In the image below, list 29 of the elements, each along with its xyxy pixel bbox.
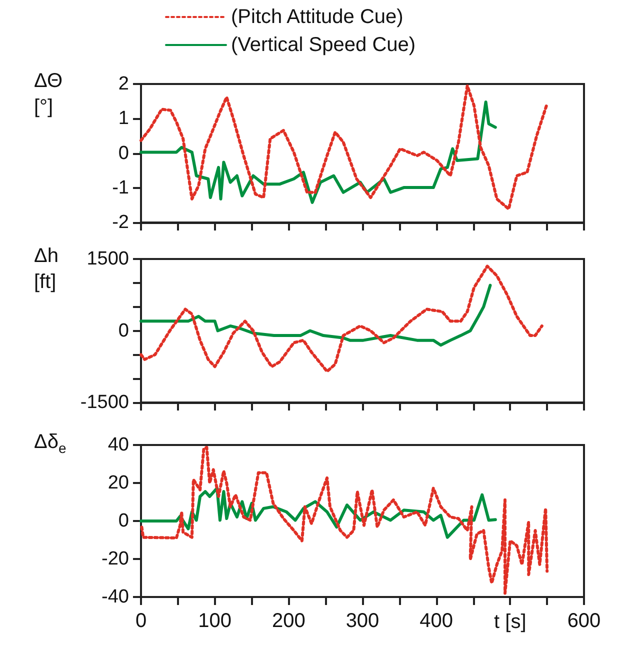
y-tick-label: 20 <box>108 472 129 494</box>
legend-label: (Vertical Speed Cue) <box>231 34 416 56</box>
line-series <box>140 264 544 373</box>
y-tick-label: -40 <box>102 586 129 608</box>
y-tick-label: -20 <box>102 548 129 570</box>
legend-label: (Pitch Attitude Cue) <box>231 6 404 28</box>
x-tick-label: 400 <box>420 610 454 632</box>
x-tick-label: 0 <box>135 610 147 632</box>
x-tick-label: 300 <box>346 610 380 632</box>
y-tick-label: -1500 <box>80 392 129 413</box>
y-axis-title: Δh [ft] <box>34 245 58 293</box>
line-series <box>140 446 549 595</box>
y-axis-title: ΔΘ [°] <box>34 70 62 118</box>
x-axis-title: t [s] <box>494 611 526 633</box>
x-tick-label: 200 <box>272 610 306 632</box>
line-series <box>140 84 549 210</box>
x-tick-label: 100 <box>198 610 232 632</box>
line-series <box>140 284 492 347</box>
y-tick-label: 1500 <box>86 248 129 270</box>
y-tick-label: 40 <box>108 434 129 456</box>
y-tick-label: 0 <box>118 510 129 532</box>
line-series <box>140 100 497 204</box>
y-tick-label: 0 <box>118 320 129 342</box>
y-tick-label: 2 <box>118 74 129 94</box>
y-tick-label: 1 <box>118 108 129 130</box>
x-tick-label: 600 <box>567 610 601 632</box>
y-tick-label: 0 <box>118 142 129 164</box>
y-tick-label: -1 <box>112 177 129 198</box>
y-tick-label: -2 <box>112 212 129 233</box>
